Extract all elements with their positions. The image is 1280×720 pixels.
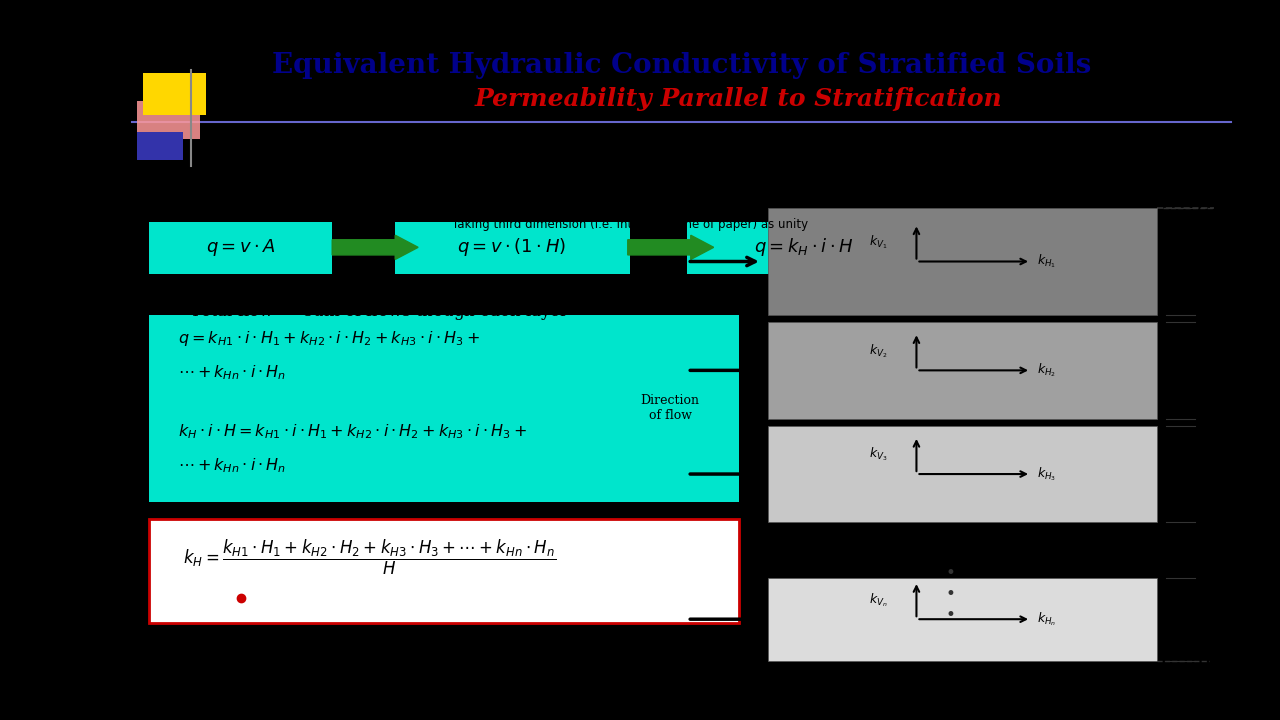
Text: $k_{H_n}$: $k_{H_n}$ [1037, 611, 1056, 628]
Text: □  Hydraulic gradient ‘i’ → same for each layer: □ Hydraulic gradient ‘i’ → same for each… [201, 184, 632, 202]
Text: Permeability Parallel to Stratification: Permeability Parallel to Stratification [475, 87, 1002, 111]
FancyArrow shape [333, 235, 419, 259]
Text: $k_{H_3}$: $k_{H_3}$ [1037, 465, 1056, 483]
FancyArrow shape [627, 235, 714, 259]
Text: $k_{V_n}$: $k_{V_n}$ [869, 591, 888, 608]
Text: $k_{V_1}$: $k_{V_1}$ [869, 233, 888, 251]
Text: $q = v \cdot (1 \cdot H)$: $q = v \cdot (1 \cdot H)$ [457, 236, 567, 258]
Text: $k_{H_1}$: $k_{H_1}$ [1037, 253, 1056, 270]
Text: $H$: $H$ [1240, 426, 1254, 443]
Text: $k_{V_2}$: $k_{V_2}$ [869, 342, 888, 360]
Text: $H_n$: $H_n$ [1201, 612, 1217, 626]
FancyBboxPatch shape [148, 222, 333, 274]
Text: Direction
of flow: Direction of flow [641, 395, 700, 423]
Text: $\cdots + k_{Hn} \cdot i \cdot H_n$: $\cdots + k_{Hn} \cdot i \cdot H_n$ [178, 456, 285, 475]
FancyBboxPatch shape [148, 519, 739, 623]
Text: $k_{V_3}$: $k_{V_3}$ [869, 446, 888, 464]
FancyBboxPatch shape [148, 408, 739, 502]
Text: Taking third dimension (i.e. into the plane of paper) as unity: Taking third dimension (i.e. into the pl… [453, 218, 809, 231]
Text: $k_{H_2}$: $k_{H_2}$ [1037, 361, 1056, 379]
FancyBboxPatch shape [148, 315, 739, 408]
FancyBboxPatch shape [768, 322, 1157, 419]
FancyBboxPatch shape [137, 101, 201, 139]
FancyBboxPatch shape [396, 222, 630, 274]
FancyBboxPatch shape [143, 73, 206, 114]
Text: $H_1$: $H_1$ [1201, 254, 1217, 269]
Text: $H_3$: $H_3$ [1201, 467, 1217, 482]
Text: •
•
•: • • • [946, 564, 956, 624]
FancyBboxPatch shape [768, 426, 1157, 523]
FancyBboxPatch shape [687, 222, 922, 274]
Text: $k_H = \dfrac{k_{H1} \cdot H_1 + k_{H2} \cdot H_2 + k_{H3} \cdot H_3 + \cdots + : $k_H = \dfrac{k_{H1} \cdot H_1 + k_{H2} … [183, 537, 557, 577]
Text: $q = k_H \cdot i \cdot H$: $q = k_H \cdot i \cdot H$ [754, 236, 854, 258]
FancyBboxPatch shape [768, 208, 1157, 315]
Text: $\cdots + k_{Hn} \cdot i \cdot H_n$: $\cdots + k_{Hn} \cdot i \cdot H_n$ [178, 364, 285, 382]
FancyBboxPatch shape [137, 132, 183, 160]
Text: Equivalent Hydraulic Conductivity of Stratified Soils: Equivalent Hydraulic Conductivity of Str… [271, 53, 1092, 79]
FancyBboxPatch shape [768, 577, 1157, 661]
Text: □  Velocity of flow ‘v’  → different for all layers: □ Velocity of flow ‘v’ → different for a… [201, 149, 628, 167]
Text: $q = k_{H1} \cdot i \cdot H_1 + k_{H2} \cdot i \cdot H_2 + k_{H3} \cdot i \cdot : $q = k_{H1} \cdot i \cdot H_1 + k_{H2} \… [178, 329, 479, 348]
Text: $H_2$: $H_2$ [1201, 363, 1216, 378]
Text: $q = v \cdot A$: $q = v \cdot A$ [206, 237, 275, 258]
Text: $k_H \cdot i \cdot H = k_{H1} \cdot i \cdot H_1 + k_{H2} \cdot i \cdot H_2 + k_{: $k_H \cdot i \cdot H = k_{H1} \cdot i \c… [178, 422, 526, 441]
Text: Total flow $\rightarrow$ sum of flows though each layer: Total flow $\rightarrow$ sum of flows th… [189, 301, 570, 323]
